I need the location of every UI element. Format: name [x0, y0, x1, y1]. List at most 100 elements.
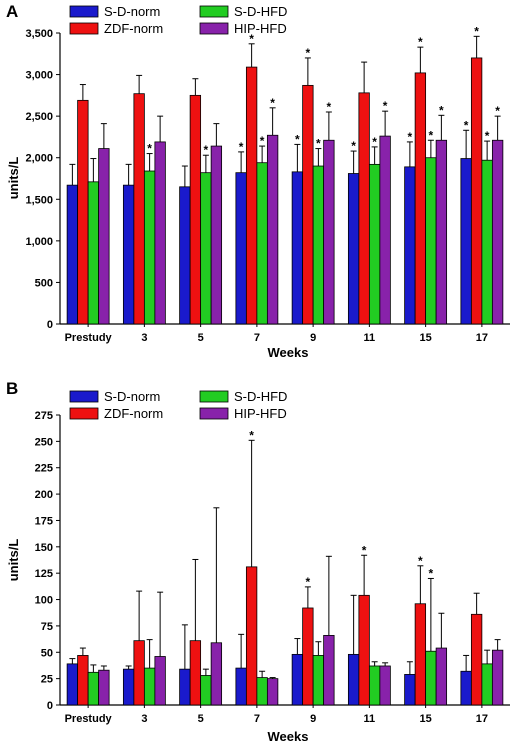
bar: [425, 157, 437, 325]
legend-swatch: [69, 390, 99, 403]
bar: [414, 72, 427, 325]
y-tick-label: 0: [47, 700, 53, 712]
bar: [358, 92, 370, 325]
significance-star: *: [464, 118, 469, 132]
bar: [414, 603, 427, 706]
bar: [404, 166, 416, 325]
legend-swatch: [69, 5, 99, 18]
bar: [291, 171, 304, 325]
bar: [347, 173, 360, 325]
x-tick-label: 11: [364, 713, 376, 725]
x-tick-label: Prestudy: [65, 332, 113, 344]
y-tick-label: 225: [35, 463, 53, 475]
bar: [481, 159, 493, 325]
bar: [122, 184, 135, 325]
legend-swatch: [199, 407, 229, 420]
bar: [245, 66, 258, 325]
bar: [200, 172, 212, 325]
bar: [133, 93, 145, 325]
y-tick-label: 500: [35, 277, 53, 289]
bar: [347, 653, 360, 706]
legend-label: S-D-norm: [104, 4, 160, 19]
bar: [379, 135, 391, 325]
y-tick-label: 0: [47, 319, 53, 331]
bar: [235, 667, 247, 706]
significance-star: *: [429, 128, 434, 142]
x-tick-label: 17: [476, 332, 488, 344]
legend-label: HIP-HFD: [234, 21, 287, 36]
x-tick-label: 9: [310, 713, 316, 725]
y-tick-label: 275: [35, 410, 53, 422]
bar: [154, 656, 166, 706]
y-tick-label: 1,000: [25, 236, 53, 248]
bar: [245, 566, 258, 706]
y-tick-label: 250: [35, 436, 53, 448]
bar: [87, 181, 100, 325]
bar: [98, 669, 110, 706]
significance-star: *: [383, 99, 388, 113]
x-tick-label: 15: [420, 332, 432, 344]
legend-label: S-D-norm: [104, 389, 160, 404]
x-tick-label: Prestudy: [65, 713, 113, 725]
y-tick-label: 125: [35, 568, 53, 580]
panel-label: B: [6, 379, 18, 398]
bar: [491, 649, 504, 706]
bar: [470, 57, 483, 325]
y-axis-title: units/L: [6, 539, 21, 582]
bar: [87, 671, 100, 706]
bar: [312, 655, 325, 706]
bar: [312, 165, 325, 325]
y-tick-label: 100: [35, 595, 53, 607]
significance-star: *: [204, 143, 209, 157]
bar: [143, 170, 156, 325]
significance-star: *: [485, 129, 490, 143]
bar: [470, 613, 483, 706]
significance-star: *: [372, 135, 377, 149]
x-tick-label: 5: [198, 332, 204, 344]
significance-star: *: [429, 566, 434, 580]
bar: [460, 158, 472, 325]
bar: [189, 94, 202, 325]
significance-star: *: [249, 32, 254, 46]
significance-star: *: [306, 575, 311, 589]
y-tick-label: 175: [35, 515, 53, 527]
bar: [77, 99, 89, 325]
bar: [210, 145, 223, 325]
bar: [143, 667, 156, 706]
significance-star: *: [147, 142, 152, 156]
x-tick-label: 7: [254, 713, 260, 725]
y-axis-title: units/L: [6, 157, 21, 200]
y-tick-label: 3,500: [25, 28, 53, 40]
x-tick-label: 15: [420, 713, 432, 725]
bar: [77, 655, 89, 706]
legend-swatch: [69, 22, 99, 35]
bar: [491, 139, 504, 325]
y-tick-label: 75: [41, 621, 53, 633]
legend-label: ZDF-norm: [104, 21, 163, 36]
chart-panel-a: A S-D-norm ZDF-norm S-D-HFD HIP-HFD 0 500 1,000…: [6, 2, 510, 360]
bar: [256, 677, 268, 706]
bar: [435, 647, 448, 706]
x-tick-label: 3: [141, 332, 147, 344]
significance-star: *: [418, 554, 423, 568]
significance-star: *: [260, 134, 265, 148]
bar: [368, 665, 381, 706]
legend-swatch: [199, 5, 229, 18]
bar: [200, 675, 212, 706]
y-tick-label: 50: [41, 647, 53, 659]
bar: [358, 594, 370, 706]
legend-label: HIP-HFD: [234, 406, 287, 421]
y-tick-label: 25: [41, 674, 53, 686]
bar: [404, 674, 416, 706]
significance-star: *: [270, 96, 275, 110]
bar: [189, 640, 202, 706]
panel-label: A: [6, 2, 18, 21]
y-tick-label: 2,000: [25, 153, 53, 165]
y-tick-label: 200: [35, 489, 53, 501]
legend-label: S-D-HFD: [234, 389, 287, 404]
bar: [291, 653, 304, 706]
bar: [379, 665, 391, 706]
significance-star: *: [306, 46, 311, 60]
x-tick-label: 3: [141, 713, 147, 725]
bar: [122, 668, 135, 706]
